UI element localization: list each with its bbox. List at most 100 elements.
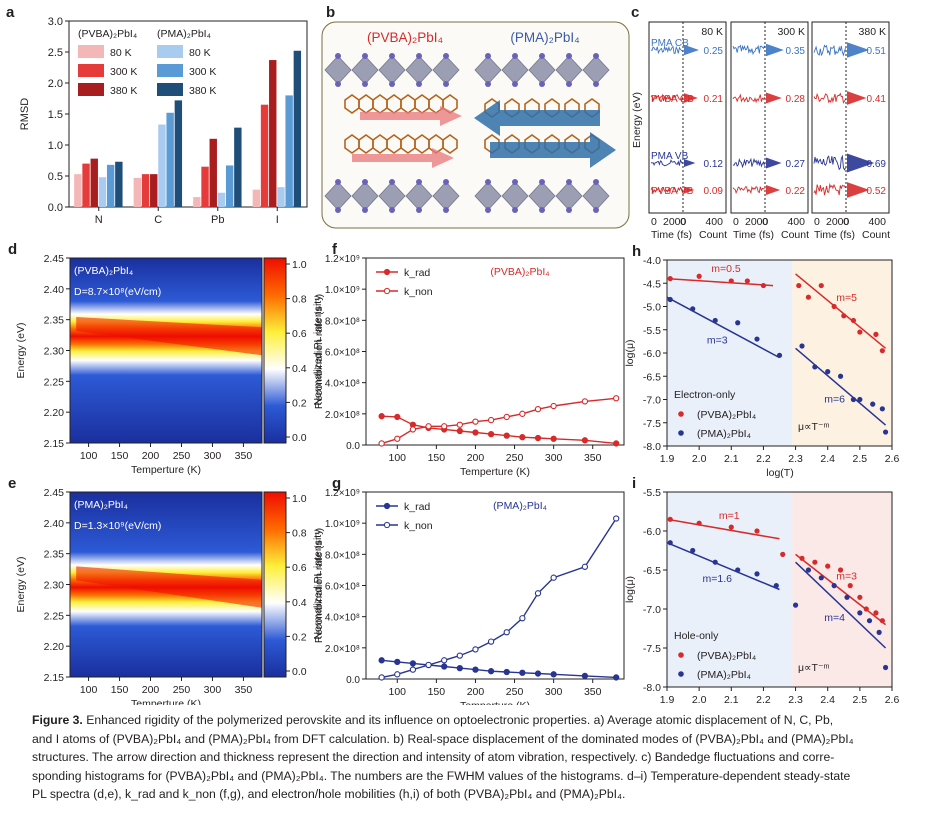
iodine-atom [362,179,368,185]
data-point-h [744,278,750,284]
histogram-c [684,159,696,167]
iodine-atom [389,207,395,213]
point-k_non [456,421,463,428]
data-point-h [870,401,876,407]
panel-h: h-4.0 -4.5 -5.0 -5.5 -6.0 -6.5 -7.0 -7.5 -8.01.9… [624,243,899,479]
data-point-i [799,555,805,561]
panel-e: e 2.15 2.20 2.25 2.30 2.35 2.40 2.45 100 150 200 25… [8,475,324,705]
point-k_non [613,515,620,522]
x-tick-label-i: 2.2 [756,694,771,705]
legend-swatch-pma-1 [157,64,183,77]
y-tick-label-g: 6.0×10⁸ [325,582,360,593]
point-k_rad [550,435,557,442]
y-tick-label-e: 2.20 [44,641,65,653]
region-label-h: Electron-only [674,389,736,401]
x-tick-label-f: 250 [506,452,524,464]
y-tick-label-e: 2.30 [44,580,65,592]
x-tick-label-i: 2.1 [724,694,739,705]
histogram-c [847,42,870,58]
series-line-k_non [381,397,617,445]
point-k_rad [487,430,495,438]
bar-N-1 [82,163,90,207]
histogram-c [847,182,870,198]
fwhm-value-c: 0.09 [704,186,724,197]
y-tick-label-h: -5.0 [643,302,661,314]
bar-N-3 [98,177,107,207]
data-point-h [857,396,863,403]
point-k_non [441,423,448,430]
panel-letter-h: h [632,243,641,260]
chart-title-f: (PVBA)₂PbI₄ [490,266,549,278]
x-tick-label-c: 2000 [745,216,769,228]
fit-label-i: m=4 [824,612,845,624]
point-k_rad [409,660,417,667]
y-tick-label-d: 2.25 [44,376,65,388]
x-axis-label-h: log(T) [766,467,793,479]
iodine-atom [485,207,491,213]
data-point-i [866,618,873,624]
x-tick-label-c: 400 [787,216,805,228]
x-tick-label-h: 2.0 [692,453,707,465]
x-tick-label-h: 2.4 [820,453,835,465]
iodine-atom [539,81,545,87]
point-k_rad [472,429,479,436]
column-frame-c [648,21,727,214]
iodine-atom [539,179,545,185]
fwhm-value-c: 0.12 [704,159,724,170]
fit-line-h [666,277,774,287]
fit-line-h [666,296,780,359]
histogram-c [766,92,782,104]
x-tick-label-c: 400 [868,216,886,228]
legend-marker-g [383,521,391,529]
y-axis-label-e: Energy (eV) [15,556,27,612]
bar-N-2 [90,158,98,207]
point-k_rad [581,672,589,680]
data-point-i [876,629,882,636]
point-k_rad [472,666,479,673]
point-k_rad [534,670,542,677]
y-tick-label-g: 0.0 [346,675,360,686]
iodine-atom [443,207,449,213]
y-tick-label-h: -6.0 [643,348,661,360]
x-tick-label-a: Pb [211,214,224,226]
data-point-i [712,559,718,565]
iodine-atom [485,179,491,185]
iodine-atom [566,207,572,213]
legend-marker-g [383,502,391,510]
point-k_rad [613,674,620,681]
y-tick-label-f: 8.0×10⁸ [325,316,360,327]
series-line-k_non [381,518,617,679]
panel-letter-f: f [332,241,338,258]
x-tick-label-f: 350 [584,452,602,464]
plot-frame-i [666,491,893,688]
data-point-h [760,282,767,289]
fwhm-value-c: 0.51 [867,46,887,57]
y-tick-label-f: 1.2×10⁹ [325,254,360,265]
colorbar-tick-label-d: 0.0 [292,432,307,444]
x-tick-label-d: 100 [80,450,98,462]
fwhm-value-c: 0.25 [704,46,724,57]
iodine-atom [593,179,599,185]
point-k_rad [503,432,510,439]
figure-3: a 0.0 0.5 1.0 1.5 2.0 2.5 3.0 RMSD N C Pb I (PVBA)₂Pb… [6,4,899,705]
x-tick-label-c: 0 [843,216,849,228]
fluctuation-trace [813,44,846,57]
iodine-atom [335,81,341,87]
colorbar-tick-label-e: 0.4 [292,597,307,609]
panel-letter-i: i [632,475,636,492]
point-k_non [425,423,432,430]
panel-i: i -5.5 -6.0 -6.5 -7.0 -7.5 -8.01.9 2.0 2.1 2.2 2.3… [624,475,899,705]
iodine-atom [539,53,545,59]
fluctuation-trace [650,158,683,167]
panel-letter-g: g [332,475,341,492]
data-point-h [879,406,885,412]
colorbar-tick-label-e: 0.6 [292,562,307,574]
x-tick-label-f: 150 [428,452,446,464]
legend-label-i: (PMA)₂PbI₄ [697,669,751,681]
data-point-h [805,294,812,300]
fwhm-value-c: 0.22 [786,186,806,197]
data-point-i [857,610,863,616]
caption-lead: Figure 3. [32,713,83,727]
x-tick-label-a: C [154,214,162,226]
x-tick-label-i: 2.0 [692,694,707,705]
